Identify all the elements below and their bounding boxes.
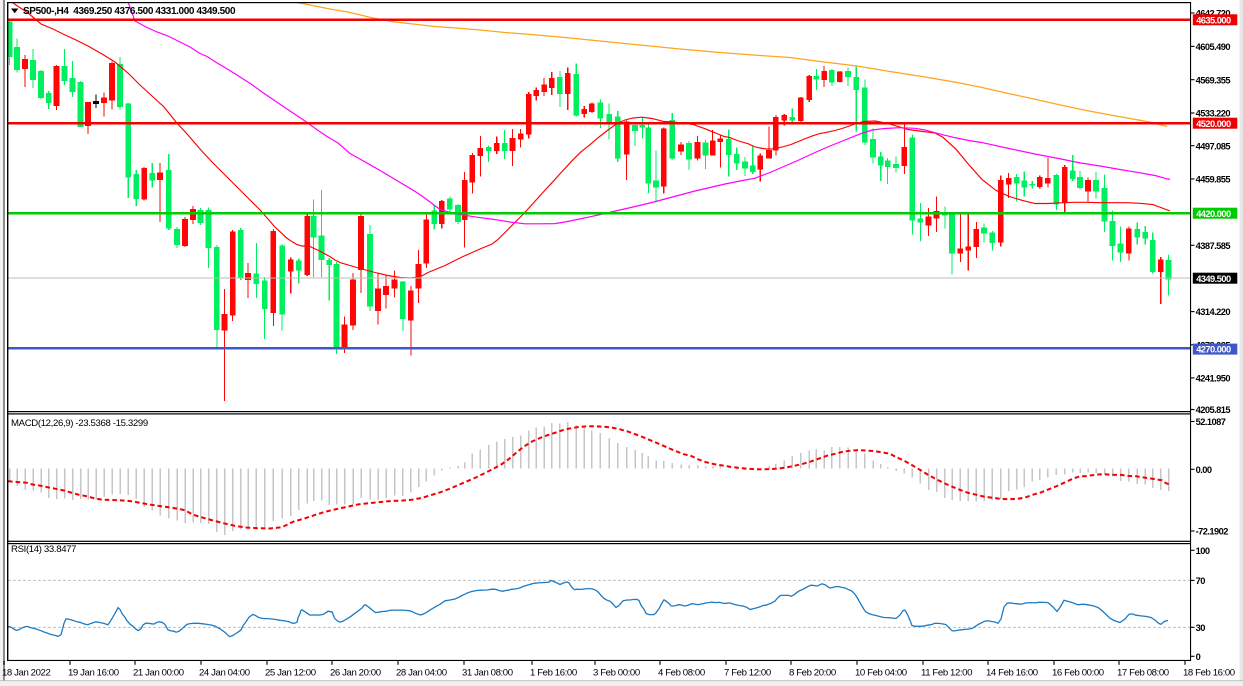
svg-text:RSI(14) 33.8477: RSI(14) 33.8477 <box>11 544 76 555</box>
svg-text:4387.585: 4387.585 <box>1196 241 1231 251</box>
svg-text:3 Feb 00:00: 3 Feb 00:00 <box>593 668 640 679</box>
svg-text:24 Jan 04:00: 24 Jan 04:00 <box>199 668 250 679</box>
svg-text:4635.000: 4635.000 <box>1196 15 1231 25</box>
svg-text:28 Jan 04:00: 28 Jan 04:00 <box>396 668 447 679</box>
svg-text:17 Feb 08:00: 17 Feb 08:00 <box>1117 668 1169 679</box>
svg-text:18 Jan 2022: 18 Jan 2022 <box>2 668 50 679</box>
svg-text:26 Jan 20:00: 26 Jan 20:00 <box>330 668 381 679</box>
svg-text:4533.220: 4533.220 <box>1196 109 1231 119</box>
svg-text:MACD(12,26,9) -23.5368 -15.329: MACD(12,26,9) -23.5368 -15.3299 <box>11 418 148 429</box>
svg-text:11 Feb 12:00: 11 Feb 12:00 <box>921 668 972 679</box>
svg-text:14 Feb 16:00: 14 Feb 16:00 <box>986 668 1038 679</box>
svg-text:7 Feb 12:00: 7 Feb 12:00 <box>724 668 771 679</box>
svg-text:4270.000: 4270.000 <box>1196 345 1231 355</box>
svg-text:4569.355: 4569.355 <box>1196 75 1231 85</box>
svg-text:18 Feb 16:00: 18 Feb 16:00 <box>1183 668 1235 679</box>
svg-text:19 Jan 16:00: 19 Jan 16:00 <box>68 668 119 679</box>
svg-text:4205.815: 4205.815 <box>1196 405 1231 415</box>
svg-text:30: 30 <box>1196 623 1206 633</box>
svg-text:4 Feb 08:00: 4 Feb 08:00 <box>658 668 705 679</box>
svg-text:4459.855: 4459.855 <box>1196 175 1231 185</box>
svg-text:100: 100 <box>1196 546 1210 556</box>
svg-text:4241.950: 4241.950 <box>1196 374 1231 384</box>
svg-text:70: 70 <box>1196 576 1206 586</box>
svg-text:-72.1902: -72.1902 <box>1196 527 1229 537</box>
svg-text:4314.220: 4314.220 <box>1196 307 1231 317</box>
svg-text:16 Feb 00:00: 16 Feb 00:00 <box>1052 668 1104 679</box>
svg-text:10 Feb 04:00: 10 Feb 04:00 <box>855 668 907 679</box>
svg-text:0: 0 <box>1196 652 1201 662</box>
svg-text:21 Jan 00:00: 21 Jan 00:00 <box>133 668 184 679</box>
svg-text:31 Jan 08:00: 31 Jan 08:00 <box>462 668 513 679</box>
svg-text:4605.490: 4605.490 <box>1196 42 1231 52</box>
svg-text:25 Jan 12:00: 25 Jan 12:00 <box>265 668 316 679</box>
svg-text:4642.720: 4642.720 <box>1196 9 1231 19</box>
svg-text:8 Feb 20:00: 8 Feb 20:00 <box>789 668 836 679</box>
svg-text:4520.000: 4520.000 <box>1196 119 1231 129</box>
svg-text:0.00: 0.00 <box>1196 465 1212 475</box>
svg-text:4497.085: 4497.085 <box>1196 141 1231 151</box>
svg-text:4420.000: 4420.000 <box>1196 209 1231 219</box>
svg-text:52.1087: 52.1087 <box>1196 417 1226 427</box>
svg-text:1 Feb 16:00: 1 Feb 16:00 <box>530 668 577 679</box>
svg-text:4349.500: 4349.500 <box>1196 274 1231 284</box>
svg-text:SP500-,H4 4369.250 4376.500 4: SP500-,H4 4369.250 4376.500 4331.000 434… <box>23 6 236 17</box>
